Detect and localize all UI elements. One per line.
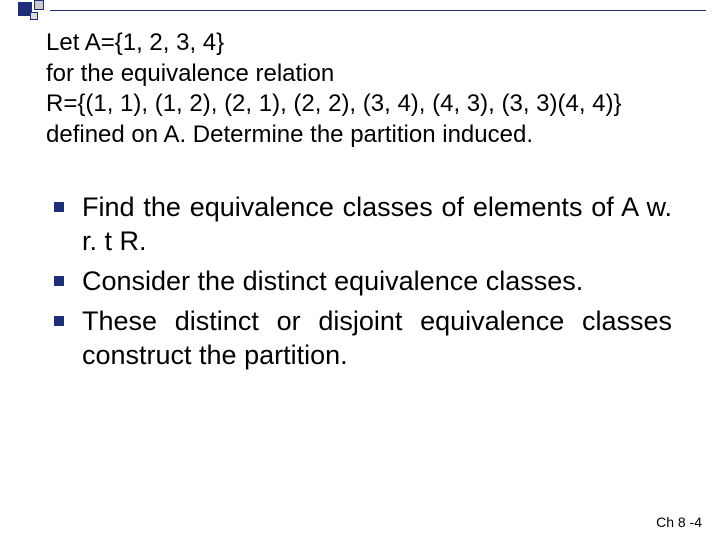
problem-statement: Let A={1, 2, 3, 4} for the equivalence r… bbox=[46, 28, 680, 151]
page-footer: Ch 8 -4 bbox=[656, 514, 702, 530]
problem-line: R={(1, 1), (1, 2), (2, 1), (2, 2), (3, 4… bbox=[46, 89, 680, 120]
header-decoration bbox=[0, 0, 720, 22]
slide: Let A={1, 2, 3, 4} for the equivalence r… bbox=[0, 0, 720, 540]
list-item: Find the equivalence classes of elements… bbox=[52, 190, 672, 258]
divider bbox=[50, 10, 706, 11]
problem-line: for the equivalence relation bbox=[46, 59, 680, 90]
bullet-list: Find the equivalence classes of elements… bbox=[52, 190, 672, 378]
list-item: These distinct or disjoint equivalence c… bbox=[52, 304, 672, 372]
problem-line: Let A={1, 2, 3, 4} bbox=[46, 28, 680, 59]
square-icon bbox=[34, 0, 44, 10]
problem-line: defined on A. Determine the partition in… bbox=[46, 120, 680, 151]
list-item: Consider the distinct equivalence classe… bbox=[52, 264, 672, 298]
square-icon bbox=[30, 12, 38, 20]
